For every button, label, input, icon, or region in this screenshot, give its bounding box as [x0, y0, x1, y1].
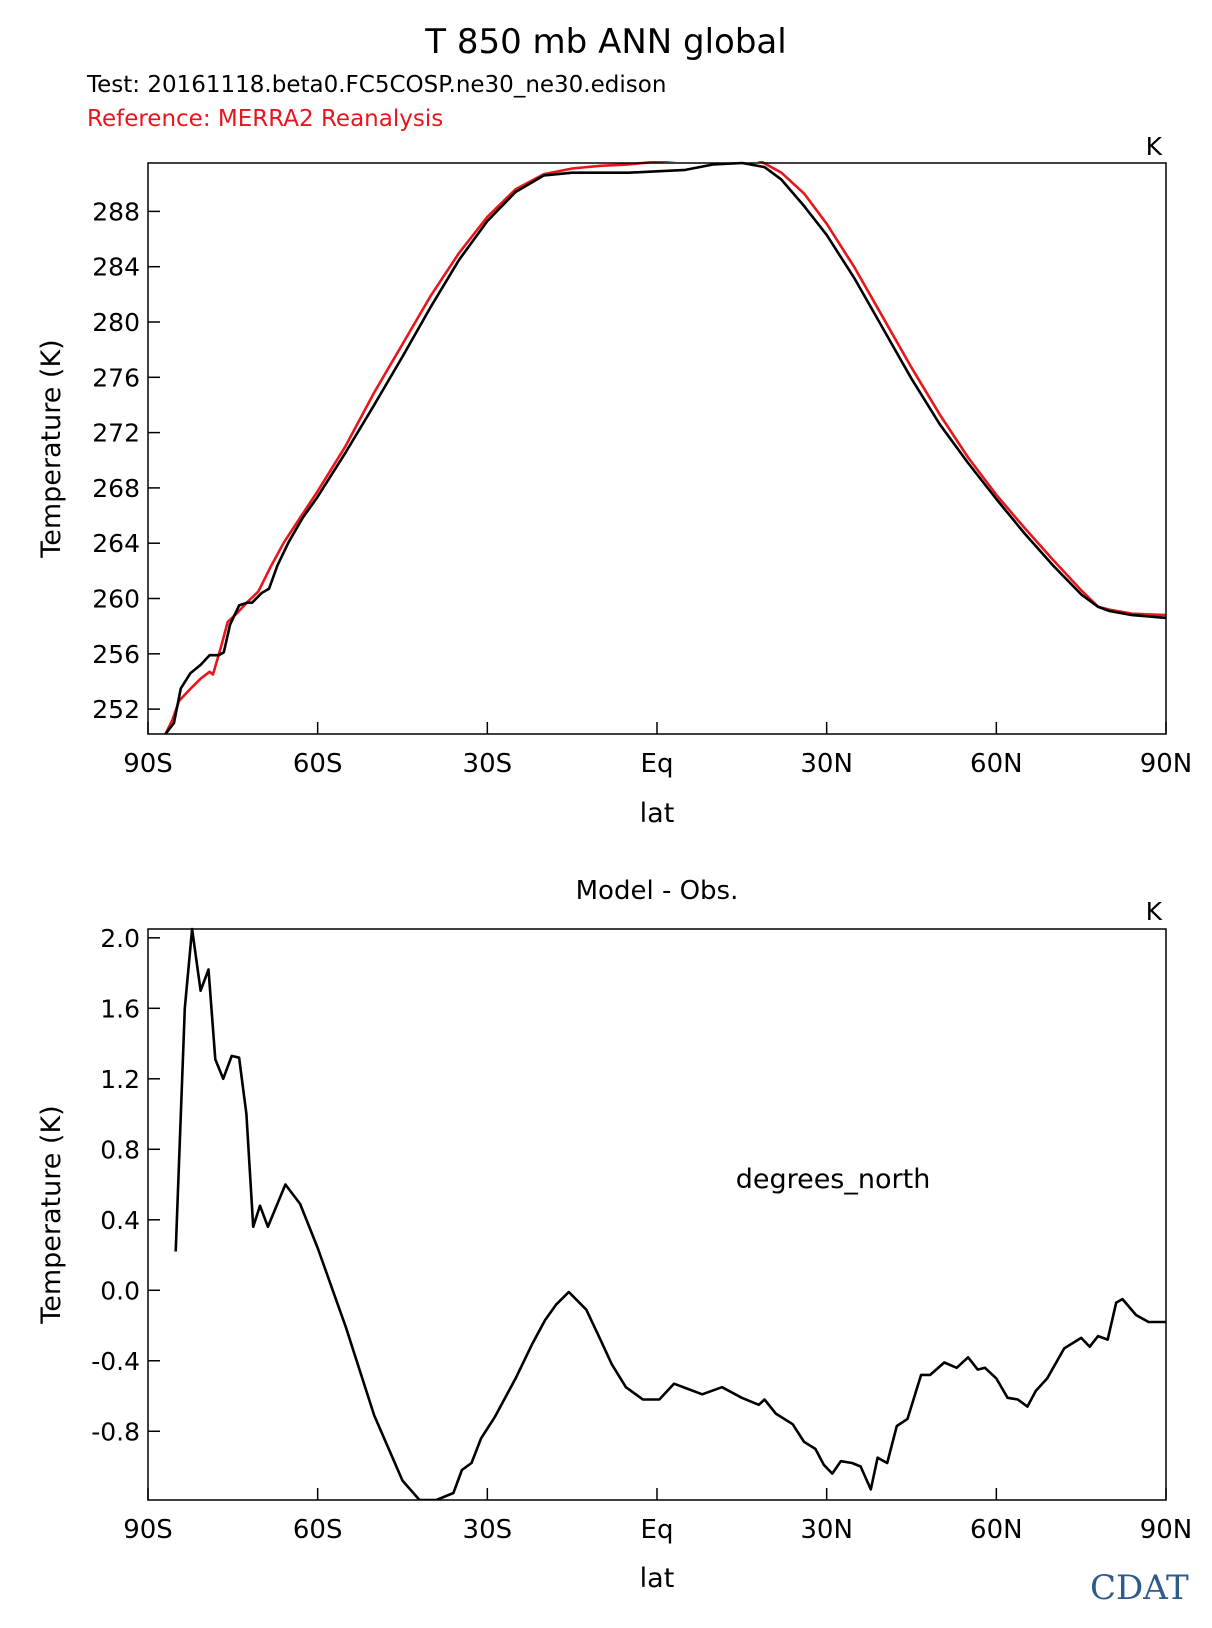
- x-tick-label: 60N: [970, 1515, 1023, 1545]
- x-tick-label: 30N: [800, 749, 853, 779]
- series-line-2: [164, 161, 1166, 734]
- y-tick-label: 0.0: [100, 1276, 140, 1305]
- plot-frame: [147, 928, 1167, 1501]
- x-tick-label: 60N: [970, 749, 1023, 779]
- x-tick-label: 60S: [293, 1515, 343, 1545]
- y-tick-label: 1.2: [100, 1065, 140, 1094]
- x-tick-label: 90N: [1140, 749, 1193, 779]
- figure-title: T 850 mb ANN global: [425, 22, 787, 62]
- y-tick-label: 264: [92, 529, 140, 558]
- x-tick-label: 90S: [123, 1515, 173, 1545]
- y-tick-label: 272: [92, 419, 140, 448]
- x-tick-label: 60S: [293, 749, 343, 779]
- y-tick-label: 252: [92, 695, 140, 724]
- y-tick-label: 2.0: [100, 924, 140, 953]
- x-tick-label: 30N: [800, 1515, 853, 1545]
- y-tick-label: 280: [92, 308, 140, 337]
- y-axis-label: Temperature (K): [36, 339, 67, 558]
- x-tick-label: 90S: [123, 749, 173, 779]
- y-axis-label: Temperature (K): [36, 1105, 67, 1324]
- test-label: Test: 20161118.beta0.FC5COSP.ne30_ne30.e…: [87, 72, 667, 98]
- units-label: K: [1146, 132, 1163, 161]
- y-tick-label: 0.8: [100, 1135, 140, 1164]
- y-tick-label: 276: [92, 363, 140, 392]
- x-tick-label: 90N: [1140, 1515, 1193, 1545]
- series-line-1: [174, 927, 1166, 1500]
- y-tick-label: -0.8: [91, 1417, 140, 1446]
- x-axis-label: lat: [640, 798, 675, 829]
- chart-panel-1: 90S 60S 30S Eq 30N 60N 90N 252 256 260 264 268 272 27…: [36, 132, 1192, 829]
- y-tick-label: 284: [92, 253, 140, 282]
- y-tick-label: 260: [92, 585, 140, 614]
- x-tick-label: 30S: [463, 749, 513, 779]
- plot-frame: [147, 162, 1167, 735]
- chart-panel-2: 90S 60S 30S Eq 30N 60N 90N -0.8 -0.4 0.0 0.4 0.8 1.2…: [36, 876, 1192, 1594]
- x-tick-label: 30S: [463, 1515, 513, 1545]
- x-tick-label: Eq: [641, 1515, 674, 1545]
- panel-title: Model - Obs.: [576, 876, 739, 906]
- y-tick-label: 1.6: [100, 994, 140, 1023]
- x-axis-label: lat: [640, 1563, 675, 1594]
- cdat-logo: CDAT: [1090, 1568, 1189, 1608]
- annotation-label: degrees_north: [736, 1164, 931, 1195]
- reference-label: Reference: MERRA2 Reanalysis: [87, 106, 444, 132]
- y-tick-label: 288: [92, 197, 140, 226]
- x-tick-label: Eq: [641, 749, 674, 779]
- y-tick-label: 0.4: [100, 1206, 140, 1235]
- y-tick-label: 256: [92, 640, 140, 669]
- y-tick-label: 268: [92, 474, 140, 503]
- series-line-1: [164, 161, 1166, 734]
- y-tick-label: -0.4: [91, 1347, 140, 1376]
- units-label: K: [1146, 897, 1163, 926]
